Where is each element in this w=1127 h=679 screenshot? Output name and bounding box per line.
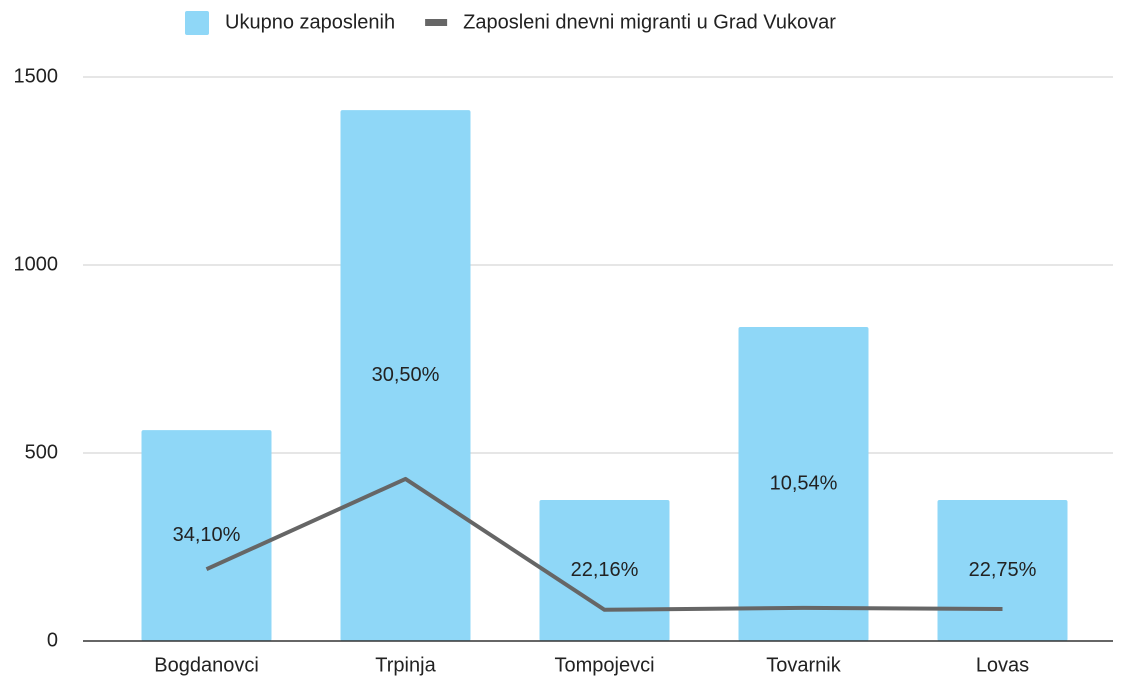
legend-swatch [185, 11, 209, 35]
line-series [205, 476, 1003, 612]
data-annotation: 22,75% [969, 559, 1037, 581]
x-tick-label: Trpinja [375, 654, 436, 676]
bar [539, 500, 670, 641]
x-tick-label: Lovas [976, 654, 1029, 676]
data-annotation: 30,50% [372, 364, 440, 386]
data-annotation: 10,54% [770, 472, 838, 494]
y-tick-label: 500 [25, 441, 58, 463]
bar [738, 327, 869, 641]
data-annotation: 22,16% [571, 559, 639, 581]
legend-label: Ukupno zaposlenih [225, 11, 395, 33]
y-tick-label: 1500 [14, 65, 59, 87]
legend-label: Zaposleni dnevni migranti u Grad Vukovar [463, 11, 836, 33]
y-tick-label: 1000 [14, 253, 59, 275]
data-annotation: 34,10% [173, 524, 241, 546]
bar [340, 110, 471, 641]
bar [141, 430, 272, 641]
x-tick-label: Bogdanovci [154, 654, 259, 676]
legend-swatch [425, 19, 448, 26]
x-tick-label: Tovarnik [766, 654, 841, 676]
x-tick-label: Tompojevci [554, 654, 654, 676]
y-tick-label: 0 [47, 629, 58, 651]
bar [937, 500, 1068, 641]
